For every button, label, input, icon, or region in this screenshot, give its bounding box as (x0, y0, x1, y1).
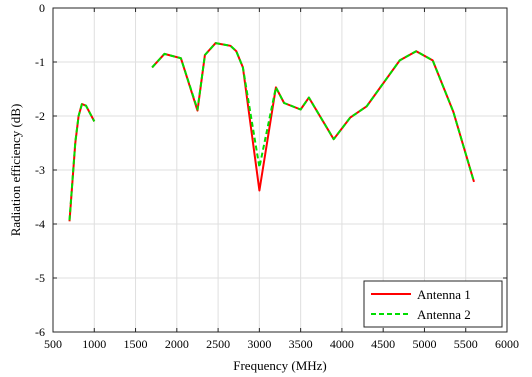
x-tick-label: 4000 (330, 337, 354, 351)
x-tick-label: 6000 (495, 337, 519, 351)
y-tick-label: 0 (39, 1, 45, 15)
grid-lines (53, 8, 507, 332)
series-line-1 (151, 42, 475, 192)
x-tick-label: 1500 (124, 337, 148, 351)
legend-box (363, 280, 503, 328)
y-tick-label: -3 (35, 163, 45, 177)
x-tick-label: 3000 (247, 337, 271, 351)
legend-label-1: Antenna 1 (417, 287, 471, 302)
axis-ticks (52, 7, 508, 333)
x-tick-label: 2500 (206, 337, 230, 351)
y-tick-label: -2 (35, 109, 45, 123)
x-tick-label: 3500 (289, 337, 313, 351)
series-lines (68, 42, 475, 222)
x-tick-label: 2000 (165, 337, 189, 351)
x-axis-title: Frequency (MHz) (233, 358, 327, 373)
x-tick-label: 5000 (412, 337, 436, 351)
x-tick-label: 1000 (82, 337, 106, 351)
y-axis-title: Radiation efficiency (dB) (8, 104, 23, 237)
y-tick-label: -4 (35, 217, 45, 231)
y-tick-label: -1 (35, 55, 45, 69)
x-tick-label: 500 (44, 337, 62, 351)
series-line-2 (151, 42, 475, 183)
series-line-2 (68, 103, 96, 221)
legend: Antenna 1 Antenna 2 (363, 280, 503, 328)
x-tick-label: 4500 (371, 337, 395, 351)
x-tick-label: 5500 (454, 337, 478, 351)
y-tick-label: -5 (35, 271, 45, 285)
legend-label-2: Antenna 2 (417, 307, 471, 322)
y-tick-label: -6 (35, 325, 45, 339)
tick-labels: 500 1000 1500 2000 2500 3000 3500 4000 4500 5000 5… (35, 1, 519, 351)
